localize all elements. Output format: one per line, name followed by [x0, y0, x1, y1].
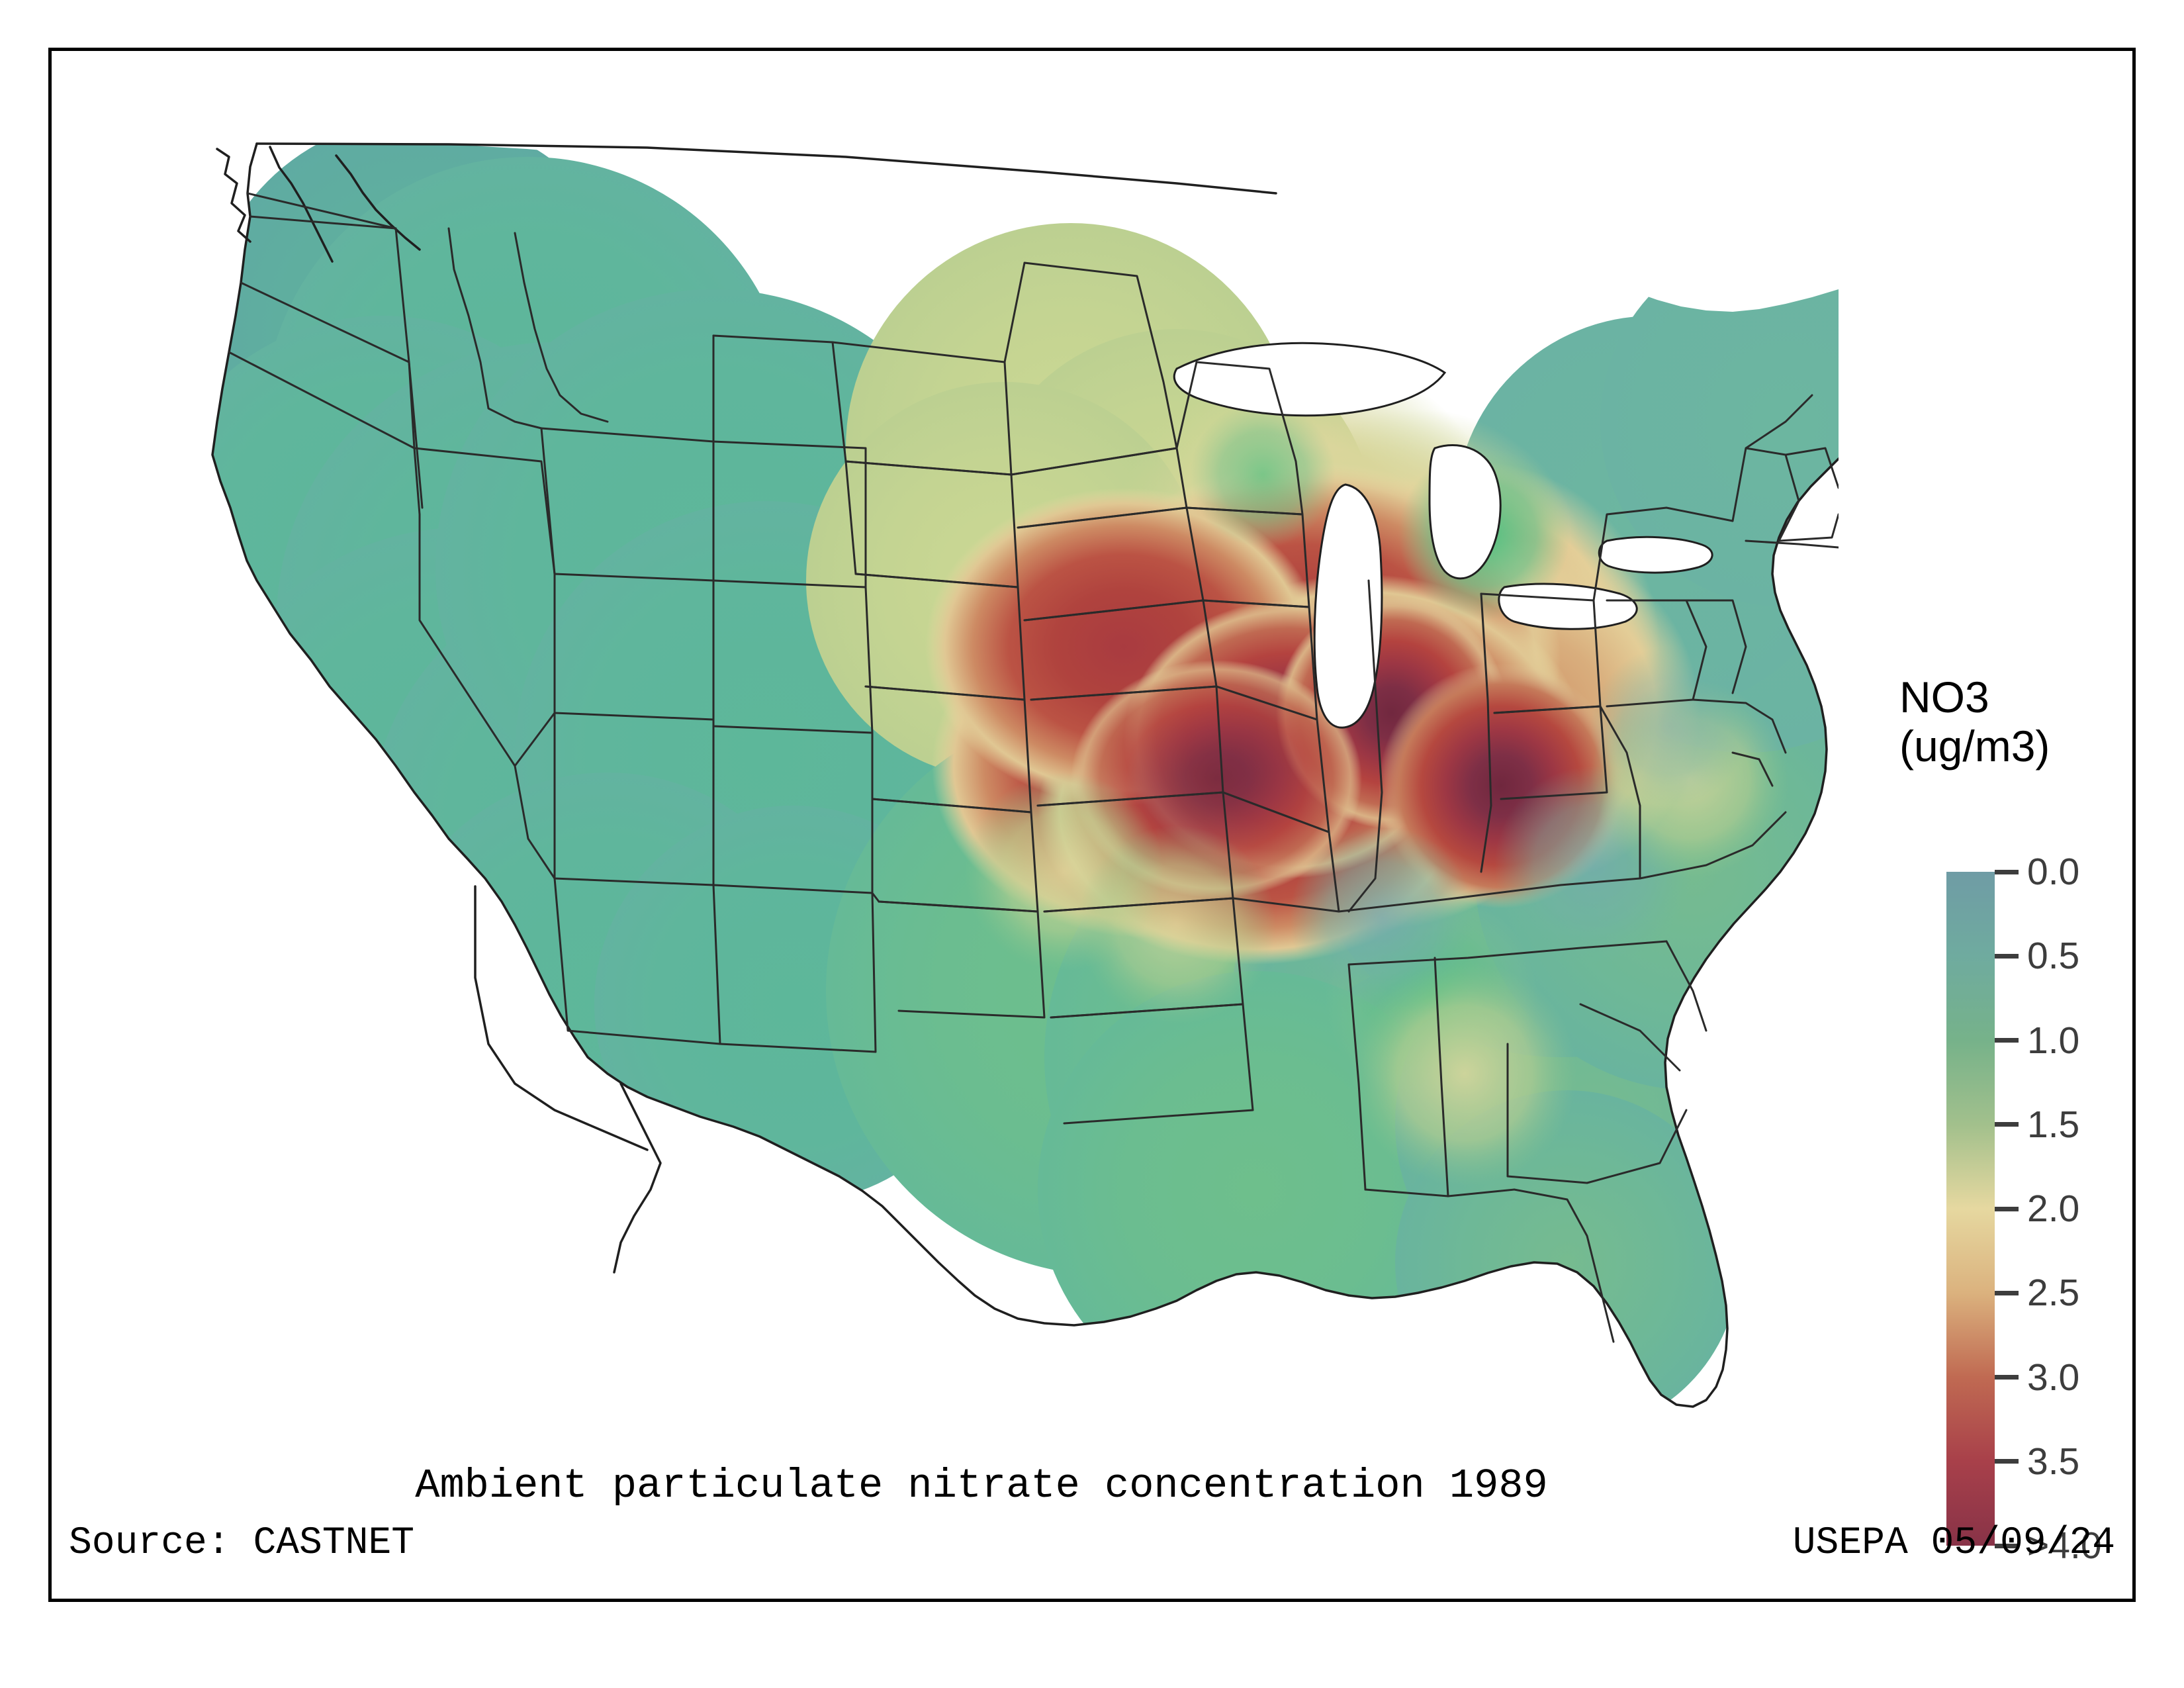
map-canvas[interactable]: [52, 51, 1839, 1454]
colorbar-tick-mark: [1995, 869, 2019, 874]
colorbar-tick-mark: [1995, 1038, 2019, 1043]
colorbar-tick-mark: [1995, 1206, 2019, 1211]
legend-title: NO3 (ug/m3): [1899, 673, 2138, 771]
colorbar-tick-mark: [1995, 1459, 2019, 1464]
concentration-map: [52, 51, 1839, 1454]
legend-panel: NO3 (ug/m3) 0.0 0.5 1.0 1.5 2.0 2.5 3.0 3.5 >4.0: [1846, 673, 2131, 1600]
colorbar-tick-label: >4.0: [2027, 1524, 2102, 1567]
colorbar-tick-mark: [1995, 1375, 2019, 1380]
chart-title: Ambient particulate nitrate concentratio…: [415, 1462, 1548, 1509]
colorbar-tick-label: 0.0: [2027, 851, 2080, 893]
colorbar-tick-label: 1.0: [2027, 1019, 2080, 1062]
national-boundary: [211, 142, 1839, 1408]
state-boundaries: [228, 192, 1839, 1343]
great-lakes: [1173, 342, 1713, 729]
colorbar-tick-label: 3.0: [2027, 1356, 2080, 1399]
colorbar-tick-mark: [1995, 953, 2019, 959]
colorbar-tick-label: 0.5: [2027, 935, 2080, 978]
figure-frame: NO3 (ug/m3) 0.0 0.5 1.0 1.5 2.0 2.5 3.0 3.5 >4.0 …: [48, 48, 2136, 1602]
colorbar-tick-label: 1.5: [2027, 1103, 2080, 1146]
colorbar-tick-mark: [1995, 1543, 2019, 1548]
source-label: Source: CASTNET: [69, 1522, 415, 1565]
colorbar-tick-mark: [1995, 1122, 2019, 1127]
colorbar-container[interactable]: 0.0 0.5 1.0 1.5 2.0 2.5 3.0 3.5 >4.0: [1946, 851, 2132, 1567]
colorbar-tick-label: 2.0: [2027, 1188, 2080, 1230]
colorbar-tick-mark: [1995, 1290, 2019, 1295]
legend-title-line2: (ug/m3): [1899, 721, 2050, 771]
colorbar-tick-label: 3.5: [2027, 1440, 2080, 1483]
colorbar-gradient[interactable]: [1946, 872, 1995, 1546]
agency-date-label: USEPA 05/09/24: [1792, 1522, 2115, 1565]
colorbar-tick-label: 2.5: [2027, 1272, 2080, 1315]
legend-title-line1: NO3: [1899, 673, 1989, 722]
